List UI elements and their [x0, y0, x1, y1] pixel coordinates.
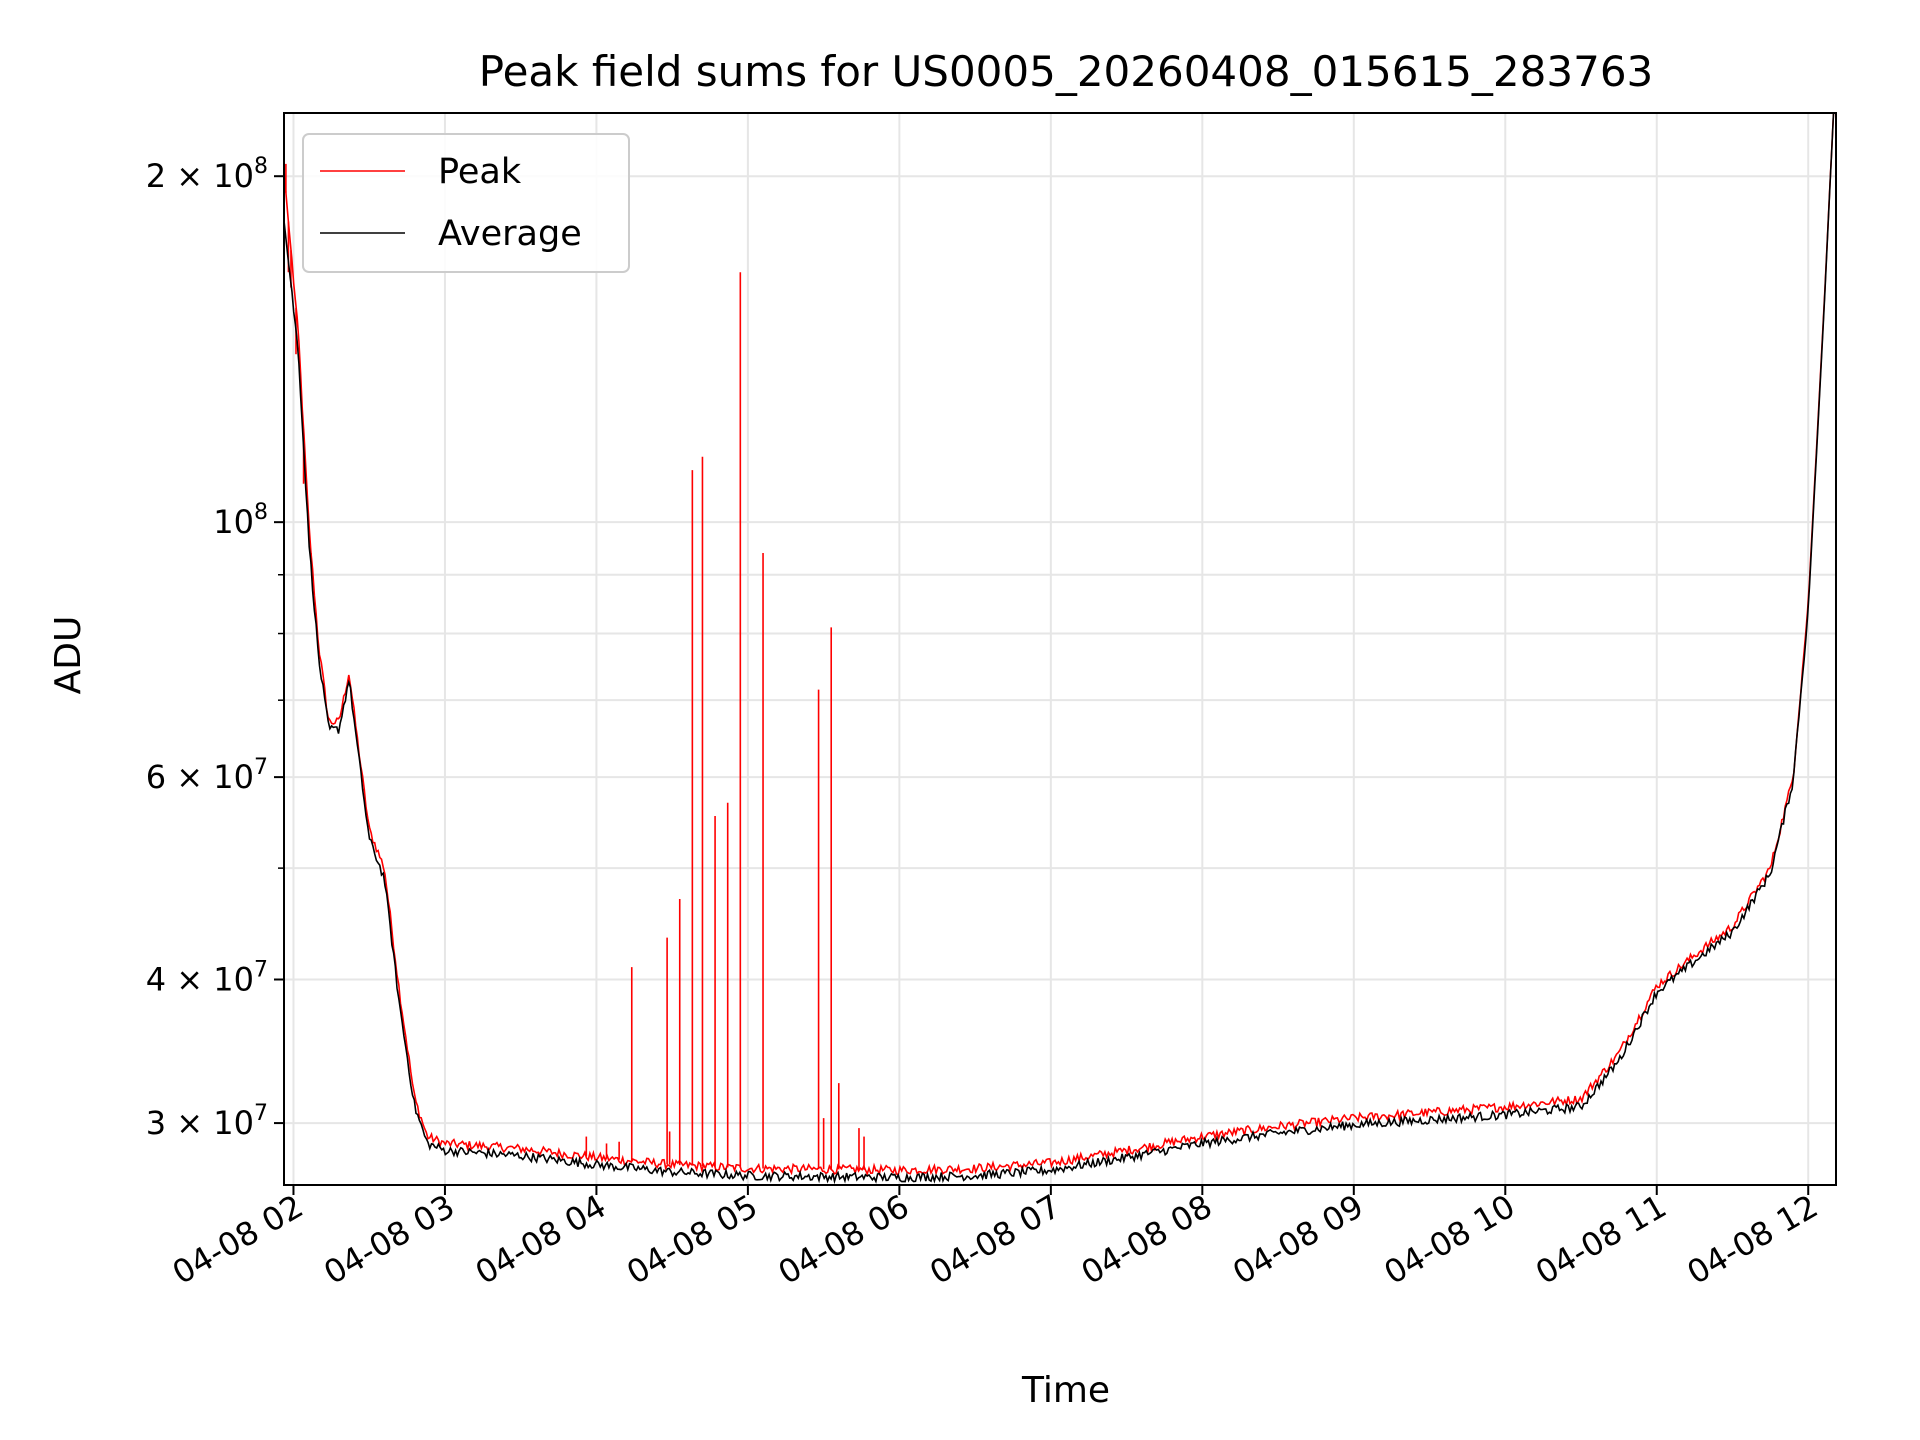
- series-line-average: [284, 113, 1835, 1185]
- chart-title: Peak field sums for US0005_20260408_0156…: [479, 47, 1654, 96]
- y-tick-label: 4 × 107: [146, 957, 268, 998]
- legend-box: [302, 133, 630, 273]
- legend: Peak Average: [302, 133, 630, 273]
- y-axis-label: ADU: [48, 616, 89, 695]
- plot-frame: [283, 112, 1837, 1186]
- y-tick-label: 6 × 107: [146, 755, 268, 796]
- x-axis-label: Time: [1021, 1370, 1110, 1411]
- y-tick-label: 2 × 108: [146, 154, 268, 195]
- legend-label-peak: Peak: [438, 152, 522, 192]
- series-layer: [284, 113, 1835, 1185]
- grid: [284, 113, 1836, 1185]
- legend-label-average: Average: [438, 214, 582, 254]
- y-tick-label: 3 × 107: [146, 1101, 268, 1142]
- series-line-peak: [284, 113, 1835, 1177]
